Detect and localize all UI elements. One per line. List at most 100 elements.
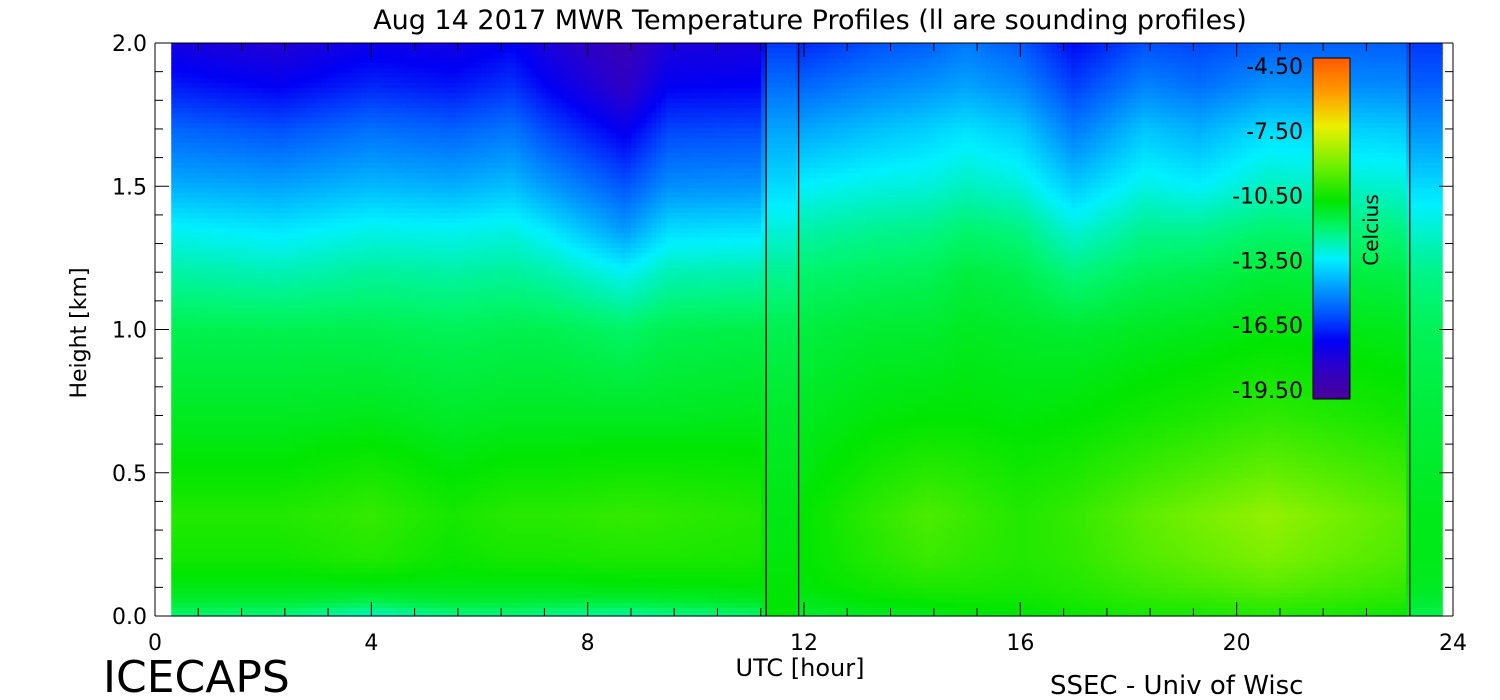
heatmap-cell — [206, 608, 212, 614]
heatmap-cell — [276, 263, 282, 269]
heatmap-cell — [311, 53, 317, 59]
heatmap-cell — [281, 63, 287, 69]
heatmap-cell — [276, 293, 282, 299]
heatmap-cell — [271, 283, 277, 289]
heatmap-cell — [231, 488, 237, 494]
heatmap-cell — [226, 243, 232, 249]
heatmap-cell — [241, 173, 247, 179]
heatmap-cell — [246, 438, 252, 444]
heatmap-cell — [266, 348, 272, 354]
heatmap-cell — [216, 248, 222, 254]
heatmap-cell — [296, 288, 302, 294]
heatmap-cell — [236, 273, 242, 279]
heatmap-cell — [236, 68, 242, 74]
heatmap-cell — [231, 498, 237, 504]
heatmap-cell — [236, 148, 242, 154]
heatmap-cell — [266, 328, 272, 334]
heatmap-cell — [216, 213, 222, 219]
heatmap-cell — [226, 433, 232, 439]
heatmap-cell — [211, 88, 217, 94]
heatmap-cell — [246, 483, 252, 489]
heatmap-cell — [196, 163, 202, 169]
heatmap-cell — [221, 433, 227, 439]
heatmap-cell — [301, 248, 307, 254]
heatmap-cell — [286, 463, 292, 469]
heatmap-cell — [276, 433, 282, 439]
heatmap-cell — [231, 278, 237, 284]
heatmap-cell — [261, 168, 267, 174]
heatmap-cell — [236, 408, 242, 414]
heatmap-cell — [256, 568, 262, 574]
heatmap-cell — [181, 128, 187, 134]
heatmap-cell — [221, 133, 227, 139]
heatmap-cell — [181, 523, 187, 529]
heatmap-cell — [236, 473, 242, 479]
heatmap-cell — [181, 413, 187, 419]
heatmap-cell — [216, 598, 222, 604]
heatmap-cell — [171, 433, 177, 439]
heatmap-cell — [256, 343, 262, 349]
heatmap-cell — [286, 268, 292, 274]
heatmap-cell — [211, 293, 217, 299]
heatmap-cell — [221, 228, 227, 234]
heatmap-cell — [231, 98, 237, 104]
heatmap-cell — [291, 108, 297, 114]
heatmap-cell — [196, 543, 202, 549]
heatmap-cell — [266, 178, 272, 184]
heatmap-cell — [181, 578, 187, 584]
heatmap-cell — [286, 263, 292, 269]
heatmap-cell — [266, 283, 272, 289]
heatmap-cell — [231, 393, 237, 399]
heatmap-cell — [201, 343, 207, 349]
heatmap-cell — [236, 88, 242, 94]
heatmap-cell — [181, 63, 187, 69]
heatmap-cell — [286, 428, 292, 434]
heatmap-cell — [226, 213, 232, 219]
heatmap-cell — [211, 113, 217, 119]
heatmap-cell — [291, 483, 297, 489]
heatmap-cell — [221, 523, 227, 529]
heatmap-cell — [241, 433, 247, 439]
heatmap-cell — [246, 168, 252, 174]
heatmap-cell — [296, 308, 302, 314]
heatmap-cell — [301, 208, 307, 214]
heatmap-cell — [201, 478, 207, 484]
heatmap-cell — [301, 463, 307, 469]
heatmap-cell — [291, 378, 297, 384]
heatmap-cell — [181, 388, 187, 394]
heatmap-cell — [276, 58, 282, 64]
heatmap-cell — [196, 103, 202, 109]
heatmap-cell — [191, 528, 197, 534]
heatmap-cell — [186, 308, 192, 314]
heatmap-cell — [186, 488, 192, 494]
heatmap-cell — [226, 73, 232, 79]
heatmap-cell — [306, 483, 312, 489]
heatmap-cell — [266, 358, 272, 364]
heatmap-cell — [261, 413, 267, 419]
heatmap-cell — [181, 398, 187, 404]
heatmap-cell — [251, 413, 257, 419]
heatmap-cell — [196, 213, 202, 219]
heatmap-cell — [236, 238, 242, 244]
heatmap-cell — [181, 488, 187, 494]
heatmap-cell — [256, 48, 262, 54]
heatmap-cell — [276, 408, 282, 414]
heatmap-cell — [211, 403, 217, 409]
heatmap-cell — [266, 253, 272, 259]
heatmap-cell — [201, 273, 207, 279]
heatmap-cell — [211, 398, 217, 404]
heatmap-cell — [256, 303, 262, 309]
heatmap-cell — [176, 278, 182, 284]
heatmap-cell — [306, 143, 312, 149]
heatmap-cell — [196, 428, 202, 434]
heatmap-cell — [206, 513, 212, 519]
heatmap-cell — [171, 513, 177, 519]
heatmap-cell — [286, 368, 292, 374]
heatmap-cell — [206, 323, 212, 329]
heatmap-cell — [211, 378, 217, 384]
heatmap-cell — [286, 173, 292, 179]
heatmap-cell — [216, 238, 222, 244]
heatmap-cell — [261, 88, 267, 94]
heatmap-cell — [281, 78, 287, 84]
heatmap-cell — [176, 173, 182, 179]
